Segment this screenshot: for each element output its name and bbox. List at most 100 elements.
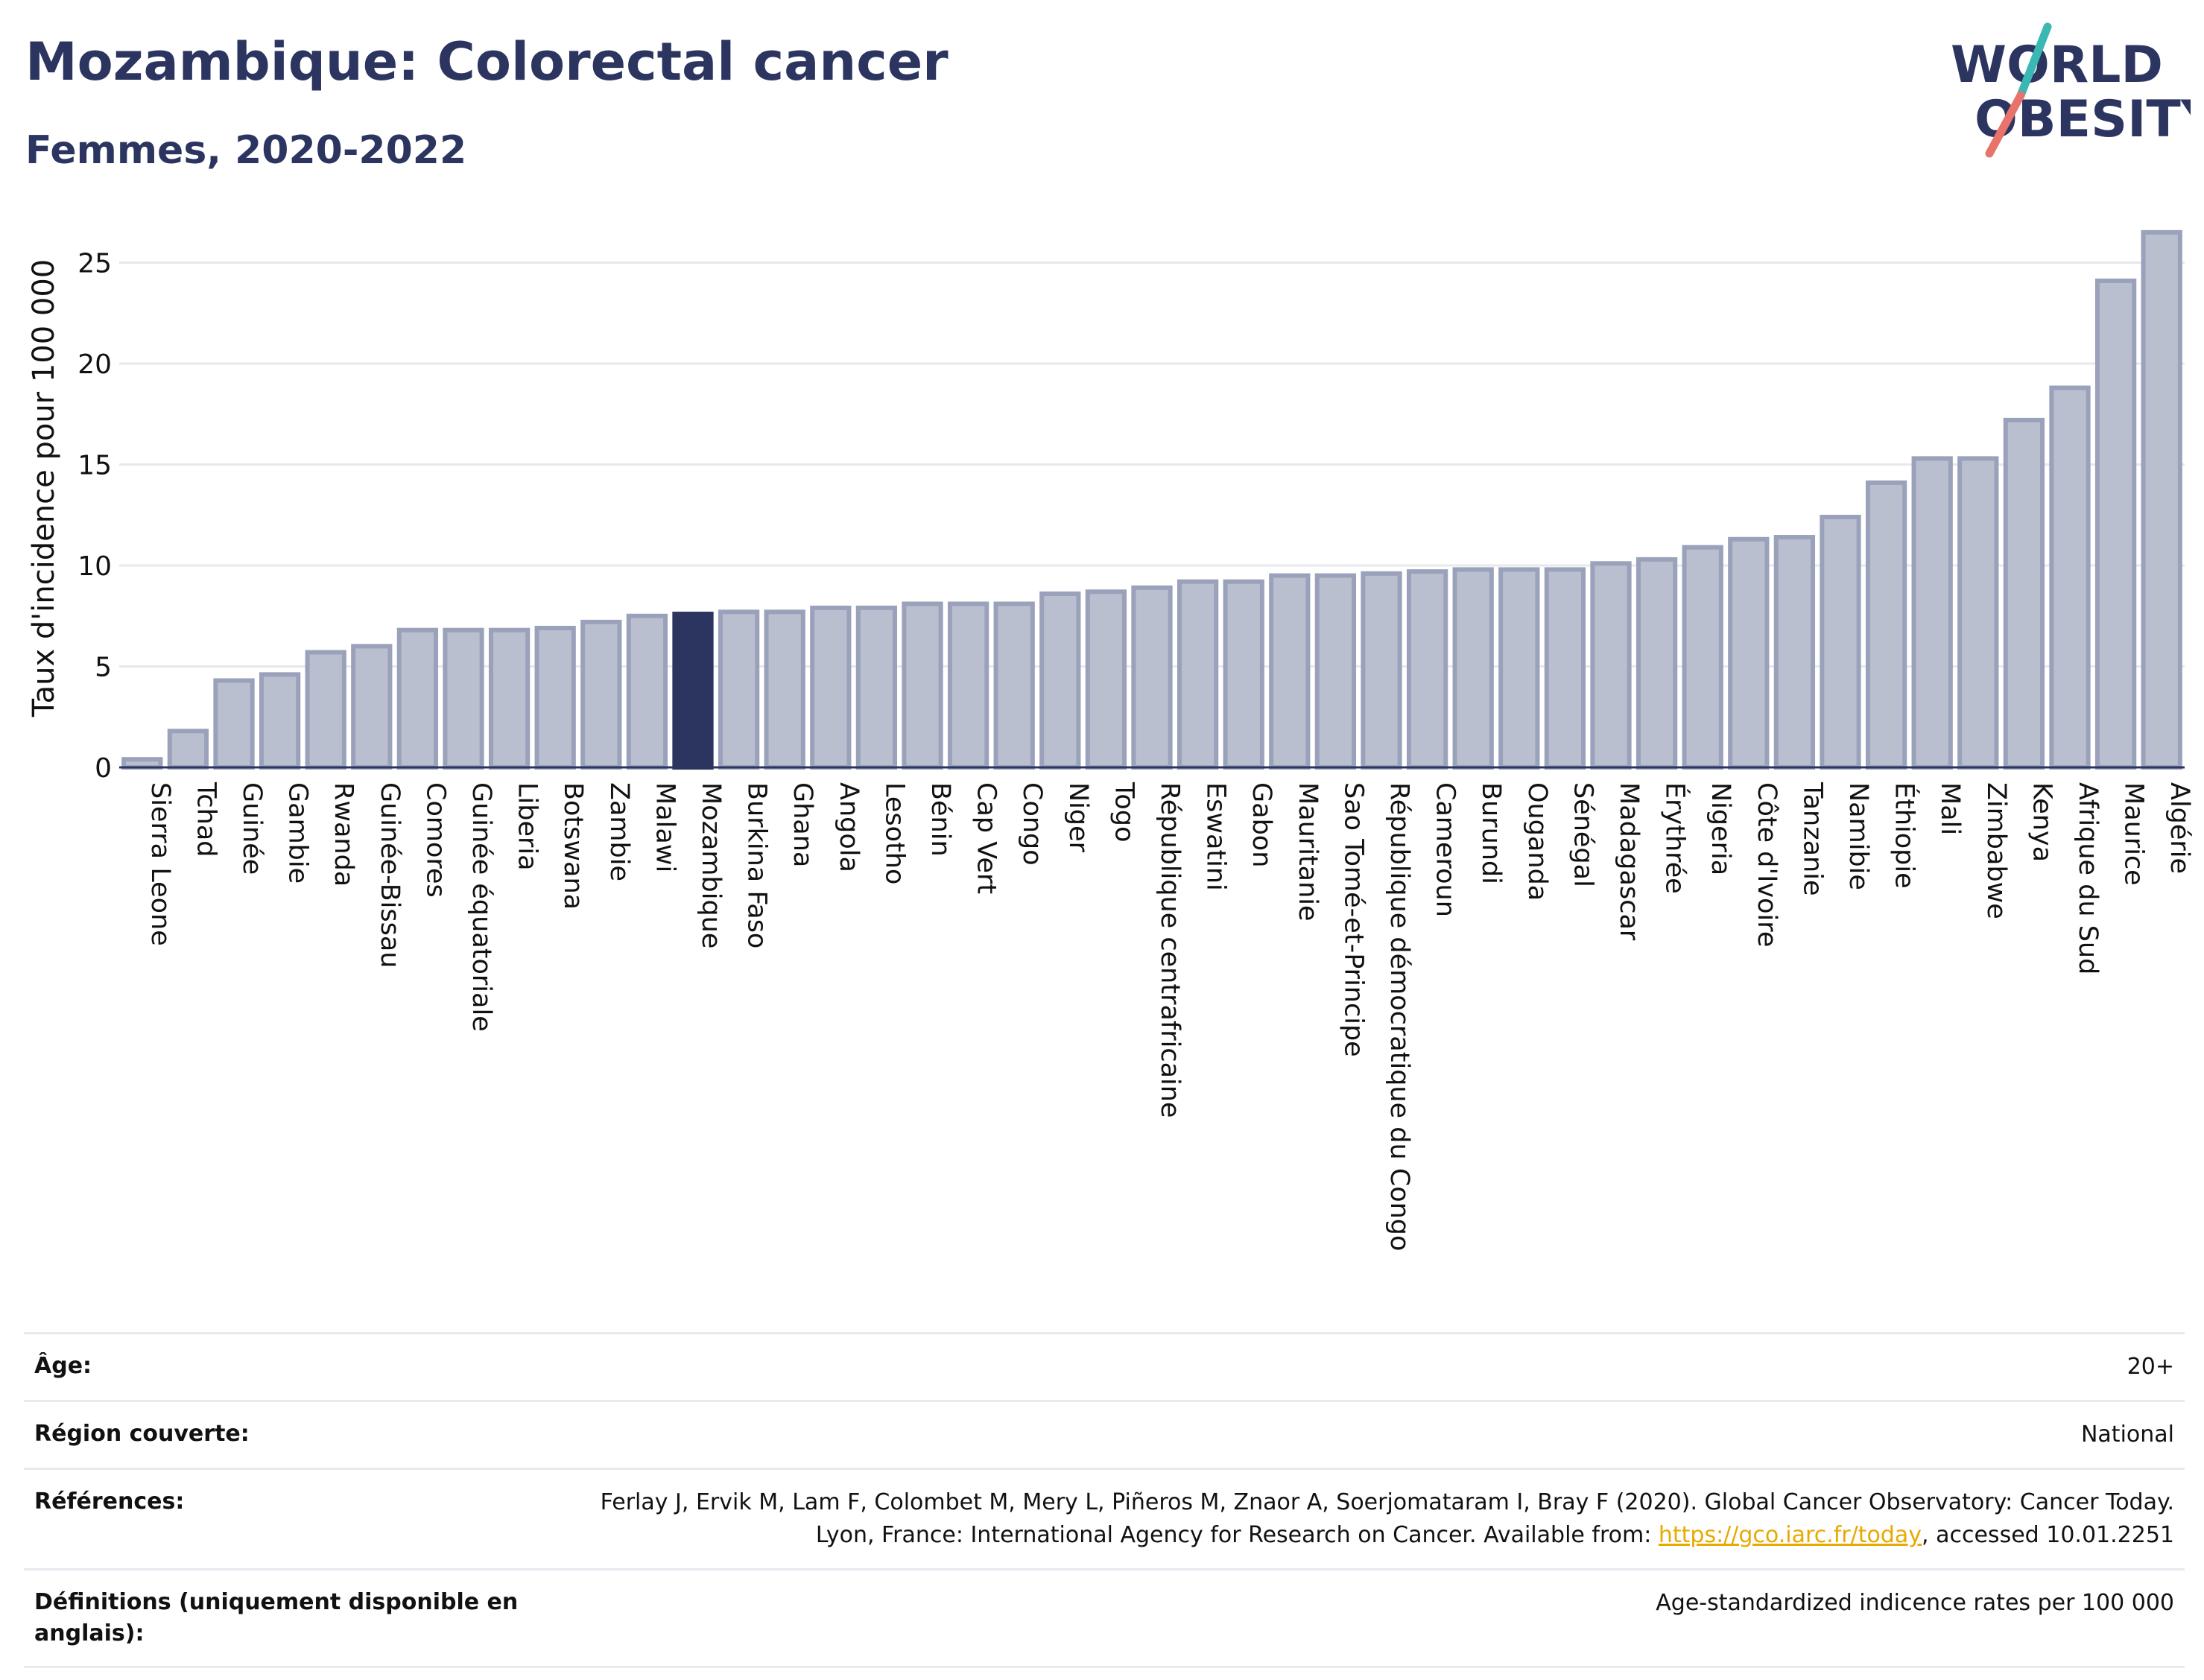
x-tick-label: Angola bbox=[834, 782, 864, 872]
x-tick-label: Congo bbox=[1017, 782, 1047, 866]
x-tick-label: Zimbabwe bbox=[1981, 782, 2011, 919]
x-tick-label: Mali bbox=[1935, 782, 1965, 835]
bar-nigeria bbox=[1682, 545, 1723, 770]
age-value: 20+ bbox=[2127, 1354, 2174, 1380]
y-tick-label: 25 bbox=[77, 249, 112, 279]
bar-kenya bbox=[2003, 417, 2045, 770]
x-tick-label: Niger bbox=[1063, 782, 1093, 853]
y-axis-label: Taux d'incidence pour 100 000 bbox=[27, 259, 61, 717]
bar-sénégal bbox=[1544, 567, 1586, 770]
x-tick-label: Rwanda bbox=[329, 782, 358, 887]
bar-guinée bbox=[213, 678, 255, 770]
y-tick-label: 15 bbox=[77, 451, 112, 481]
x-tick-label: Algérie bbox=[2165, 782, 2194, 874]
definitions-label: Définitions (uniquement disponible en an… bbox=[34, 1589, 519, 1646]
bar-ghana bbox=[764, 609, 805, 770]
x-tick-label: Gabon bbox=[1247, 782, 1276, 867]
x-tick-label: Ouganda bbox=[1522, 782, 1552, 901]
references-text: Ferlay J, Ervik M, Lam F, Colombet M, Me… bbox=[600, 1489, 2174, 1548]
bar-madagascar bbox=[1590, 561, 1632, 770]
bar-mali bbox=[1911, 456, 1953, 770]
y-tick-label: 20 bbox=[77, 349, 112, 380]
x-tick-label: République démocratique du Congo bbox=[1384, 782, 1414, 1251]
x-tick-label: Maurice bbox=[2119, 782, 2149, 886]
y-axis-ticks: 0 5 10 15 20 25 bbox=[77, 249, 112, 784]
bar-tchad bbox=[167, 729, 209, 770]
bar-burundi bbox=[1452, 567, 1494, 770]
x-tick-label: Nigeria bbox=[1706, 782, 1735, 875]
bar-côte-d-ivoire bbox=[1728, 536, 1770, 770]
bar-lesotho bbox=[855, 605, 898, 770]
x-tick-label: Sénégal bbox=[1568, 782, 1597, 887]
references-value: Ferlay J, Ervik M, Lam F, Colombet M, Me… bbox=[572, 1486, 2174, 1552]
references-accessed: , accessed 10.01.2251 bbox=[1922, 1522, 2174, 1548]
references-label: Références: bbox=[34, 1489, 185, 1515]
bar-sierra-leone bbox=[121, 757, 163, 770]
bar-liberia bbox=[488, 627, 531, 770]
x-tick-label: Mauritanie bbox=[1293, 782, 1323, 922]
bar-maurice bbox=[2094, 278, 2137, 770]
x-tick-label: Botswana bbox=[558, 782, 588, 910]
x-tick-label: Ghana bbox=[788, 782, 817, 867]
bar-république-centrafricaine bbox=[1131, 585, 1173, 770]
bar-togo bbox=[1085, 589, 1127, 770]
logo-text-world: WORLD bbox=[1951, 36, 2163, 95]
x-tick-label: Burundi bbox=[1476, 782, 1506, 884]
bar-gambie bbox=[259, 672, 301, 770]
x-tick-label: Sierra Leone bbox=[145, 782, 175, 946]
bar-zambie bbox=[580, 619, 622, 770]
definitions-value: Age-standardized indicence rates per 100… bbox=[1656, 1590, 2174, 1616]
bar-érythrée bbox=[1635, 557, 1678, 770]
world-obesity-logo: WORLD OBESITY bbox=[1951, 22, 2191, 158]
x-axis-tick-labels: Sierra Leone Tchad Guinée Gambie Rwanda Guiné… bbox=[145, 782, 2194, 1251]
bar-chart: 0 5 10 15 20 25 Taux d'incidence pour 100 000… bbox=[27, 229, 2194, 1251]
region-value: National bbox=[2080, 1421, 2174, 1448]
y-tick-label: 10 bbox=[77, 551, 112, 582]
bar-bénin bbox=[902, 601, 943, 770]
age-label: Âge: bbox=[34, 1353, 92, 1379]
bar-namibie bbox=[1820, 514, 1861, 770]
bar-comores bbox=[396, 627, 439, 770]
bar-botswana bbox=[534, 626, 576, 770]
info-row-definitions: Définitions (uniquement disponible en an… bbox=[24, 1568, 2185, 1668]
bar-guinée-équatoriale bbox=[443, 627, 484, 770]
x-tick-label: Kenya bbox=[2027, 782, 2056, 862]
x-tick-label: Comores bbox=[420, 782, 450, 898]
x-tick-label: Bénin bbox=[925, 782, 955, 857]
info-row-references: Références: Ferlay J, Ervik M, Lam F, Co… bbox=[24, 1468, 2185, 1568]
bar-gabon bbox=[1223, 579, 1264, 770]
x-tick-label: Lesotho bbox=[879, 782, 909, 884]
x-tick-label: Tanzanie bbox=[1797, 782, 1827, 896]
x-tick-label: Guinée équatoriale bbox=[466, 782, 496, 1032]
x-tick-label: Eswatini bbox=[1201, 782, 1231, 891]
bar-eswatini bbox=[1177, 579, 1219, 770]
logo-slash-coral bbox=[1985, 91, 2025, 158]
x-tick-label: Afrique du Sud bbox=[2073, 782, 2103, 974]
x-tick-label: Burkina Faso bbox=[742, 782, 772, 948]
x-tick-label: Guinée bbox=[237, 782, 267, 875]
bar-afrique-du-sud bbox=[2049, 385, 2091, 770]
bar-rwanda bbox=[305, 650, 346, 770]
page-title: Mozambique: Colorectal cancer bbox=[25, 31, 949, 92]
bar-république-démocratique-du-congo bbox=[1361, 571, 1402, 770]
x-tick-label: Côte d'Ivoire bbox=[1752, 782, 1782, 947]
bars bbox=[121, 229, 2182, 770]
info-table: Âge: 20+ Région couverte: National Référ… bbox=[24, 1332, 2185, 1668]
bar-ouganda bbox=[1498, 567, 1540, 770]
x-tick-label: Sao Tomé-et-Principe bbox=[1338, 782, 1368, 1057]
info-row-region: Région couverte: National bbox=[24, 1400, 2185, 1468]
logo-slash-teal bbox=[2016, 22, 2052, 100]
bar-niger bbox=[1039, 591, 1081, 770]
bar-guinée-bissau bbox=[351, 644, 393, 770]
bar-tanzanie bbox=[1773, 535, 1816, 770]
x-tick-label: Malawi bbox=[650, 782, 680, 872]
x-tick-label: Guinée-Bissau bbox=[375, 782, 405, 969]
page-subtitle: Femmes, 2020-2022 bbox=[25, 128, 467, 173]
info-row-age: Âge: 20+ bbox=[24, 1332, 2185, 1400]
references-link[interactable]: https://gco.iarc.fr/today bbox=[1658, 1522, 1922, 1548]
x-tick-label: Éthiopie bbox=[1890, 782, 1921, 889]
bar-éthiopie bbox=[1865, 480, 1907, 770]
bar-mauritanie bbox=[1269, 573, 1311, 770]
x-tick-label: Gambie bbox=[283, 782, 313, 884]
bar-congo bbox=[993, 601, 1035, 770]
